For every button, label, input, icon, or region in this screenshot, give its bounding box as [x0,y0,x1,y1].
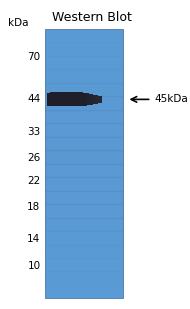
FancyBboxPatch shape [74,92,76,106]
Text: 18: 18 [27,201,40,212]
FancyBboxPatch shape [45,29,123,298]
FancyBboxPatch shape [91,94,93,104]
FancyBboxPatch shape [72,92,74,106]
Text: 45kDa: 45kDa [155,94,188,104]
FancyBboxPatch shape [96,95,98,104]
Text: kDa: kDa [8,18,29,28]
FancyBboxPatch shape [56,92,58,106]
FancyBboxPatch shape [50,92,52,106]
Text: 22: 22 [27,176,40,185]
Text: 14: 14 [27,234,40,244]
FancyBboxPatch shape [94,95,96,104]
FancyBboxPatch shape [63,92,65,106]
FancyBboxPatch shape [70,92,72,106]
FancyBboxPatch shape [83,93,85,106]
FancyBboxPatch shape [67,92,69,106]
FancyBboxPatch shape [76,92,78,106]
FancyBboxPatch shape [52,92,54,106]
FancyBboxPatch shape [47,93,49,106]
FancyBboxPatch shape [58,92,60,106]
FancyBboxPatch shape [49,93,51,106]
FancyBboxPatch shape [82,92,83,106]
FancyBboxPatch shape [100,96,102,103]
Text: Western Blot: Western Blot [52,11,132,23]
FancyBboxPatch shape [59,92,62,106]
FancyBboxPatch shape [98,95,100,103]
Text: 26: 26 [27,153,40,163]
Text: 33: 33 [27,126,40,137]
FancyBboxPatch shape [85,93,87,106]
FancyBboxPatch shape [61,92,63,106]
FancyBboxPatch shape [89,94,91,105]
FancyBboxPatch shape [69,92,71,106]
Text: 10: 10 [27,261,40,271]
FancyBboxPatch shape [92,95,94,104]
FancyBboxPatch shape [78,92,80,106]
FancyBboxPatch shape [65,92,67,106]
Text: 44: 44 [27,94,40,104]
FancyBboxPatch shape [80,92,82,106]
FancyBboxPatch shape [54,92,56,106]
FancyBboxPatch shape [87,94,89,105]
Text: 70: 70 [27,52,40,61]
